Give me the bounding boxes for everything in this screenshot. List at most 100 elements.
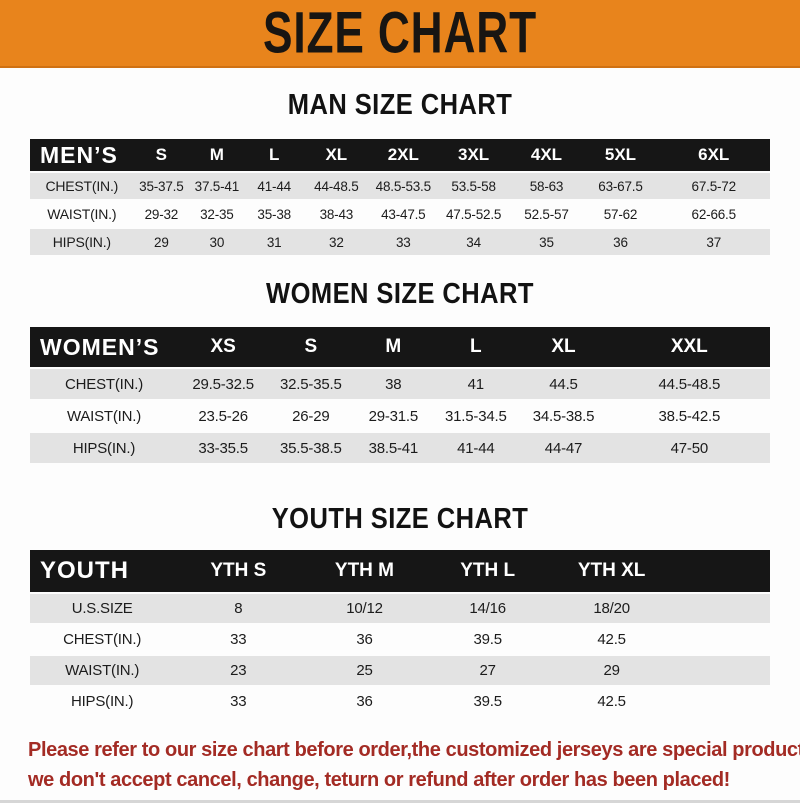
size-value-cell: 53.5-58	[437, 173, 510, 199]
table-row-chest: CHEST(IN.) 33 36 39.5 42.5	[30, 625, 770, 654]
row-label: HIPS(IN.)	[30, 687, 175, 716]
size-value-cell: 31	[244, 229, 304, 255]
spacer-cell	[674, 687, 770, 716]
table-row-chest: CHEST(IN.) 35-37.5 37.5-41 41-44 44-48.5…	[30, 173, 770, 199]
size-value-cell: 29.5-32.5	[178, 369, 269, 399]
disclaimer-note: Please refer to our size chart before or…	[28, 735, 800, 795]
size-column-header: YTH S	[174, 550, 303, 592]
disclaimer-line-1: Please refer to our size chart before or…	[28, 739, 800, 761]
size-value-cell: 29	[548, 656, 675, 685]
size-value-cell: 38-43	[303, 201, 369, 227]
size-value-cell: 18/20	[548, 594, 675, 623]
size-value-cell: 32.5-35.5	[268, 369, 354, 399]
size-value-cell: 41-44	[433, 433, 519, 463]
size-value-cell: 57-62	[583, 201, 658, 227]
size-column-header: 2XL	[368, 139, 438, 171]
size-value-cell: 44.5	[518, 369, 609, 399]
size-column-header: XXL	[608, 327, 770, 367]
row-label: U.S.SIZE	[30, 594, 175, 623]
spacer-cell	[674, 625, 770, 654]
size-value-cell: 35-38	[244, 201, 304, 227]
banner-title: SIZE CHART	[263, 0, 537, 66]
size-value-cell: 30	[189, 229, 245, 255]
womens-table-title: WOMEN’S	[30, 327, 178, 367]
size-value-cell: 41	[433, 369, 519, 399]
table-row-chest: CHEST(IN.) 29.5-32.5 32.5-35.5 38 41 44.…	[30, 369, 770, 399]
size-value-cell: 34	[437, 229, 510, 255]
size-value-cell: 44.5-48.5	[608, 369, 770, 399]
size-value-cell: 29-31.5	[353, 401, 434, 431]
man-size-section: MAN SIZE CHART MEN’S S M L XL 2XL 3XL 4X…	[0, 89, 800, 257]
size-value-cell: 8	[174, 594, 303, 623]
size-value-cell: 14/16	[426, 594, 549, 623]
size-value-cell: 62-66.5	[657, 201, 770, 227]
spacer-cell	[674, 656, 770, 685]
size-value-cell: 27	[426, 656, 549, 685]
size-column-header: XS	[178, 327, 269, 367]
size-value-cell: 67.5-72	[657, 173, 770, 199]
size-column-header: L	[244, 139, 304, 171]
size-value-cell: 34.5-38.5	[518, 401, 609, 431]
table-row-hips: HIPS(IN.) 29 30 31 32 33 34 35 36 37	[30, 229, 770, 255]
size-column-header: S	[268, 327, 354, 367]
size-value-cell: 37.5-41	[189, 173, 245, 199]
row-label: HIPS(IN.)	[30, 433, 178, 463]
row-label: WAIST(IN.)	[30, 656, 175, 685]
women-section-heading: WOMEN SIZE CHART	[266, 278, 534, 310]
size-value-cell: 33	[174, 625, 303, 654]
size-value-cell: 23.5-26	[178, 401, 269, 431]
size-value-cell: 42.5	[548, 625, 675, 654]
size-value-cell: 32-35	[189, 201, 245, 227]
size-column-header: S	[133, 139, 190, 171]
size-value-cell: 37	[657, 229, 770, 255]
table-row-us-size: U.S.SIZE 8 10/12 14/16 18/20	[30, 594, 770, 623]
size-value-cell: 38.5-42.5	[608, 401, 770, 431]
size-value-cell: 58-63	[509, 173, 584, 199]
row-label: WAIST(IN.)	[30, 201, 134, 227]
size-column-header: YTH M	[302, 550, 427, 592]
size-value-cell: 63-67.5	[583, 173, 658, 199]
row-label: CHEST(IN.)	[30, 369, 178, 399]
size-value-cell: 33	[174, 687, 303, 716]
size-value-cell: 38	[353, 369, 434, 399]
mens-table-title: MEN’S	[30, 139, 134, 171]
size-value-cell: 38.5-41	[353, 433, 434, 463]
size-column-header: M	[353, 327, 434, 367]
size-value-cell: 23	[174, 656, 303, 685]
table-row-waist: WAIST(IN.) 23.5-26 26-29 29-31.5 31.5-34…	[30, 401, 770, 431]
youth-size-table: YOUTH YTH S YTH M YTH L YTH XL U.S.SIZE …	[30, 548, 770, 718]
table-row-waist: WAIST(IN.) 29-32 32-35 35-38 38-43 43-47…	[30, 201, 770, 227]
row-label: CHEST(IN.)	[30, 625, 175, 654]
size-value-cell: 29	[133, 229, 190, 255]
disclaimer-line-2: we don't accept cancel, change, teturn o…	[28, 769, 730, 791]
size-column-header: YTH L	[426, 550, 549, 592]
size-value-cell: 31.5-34.5	[433, 401, 519, 431]
size-value-cell: 35-37.5	[133, 173, 190, 199]
size-value-cell: 33	[368, 229, 438, 255]
size-value-cell: 44-47	[518, 433, 609, 463]
size-column-header: YTH XL	[548, 550, 675, 592]
table-row-hips: HIPS(IN.) 33 36 39.5 42.5	[30, 687, 770, 716]
size-column-header: XL	[518, 327, 609, 367]
mens-size-table: MEN’S S M L XL 2XL 3XL 4XL 5XL 6XL CHEST…	[30, 137, 770, 257]
youth-section-heading: YOUTH SIZE CHART	[271, 503, 529, 535]
size-column-header: 4XL	[509, 139, 584, 171]
size-column-header: M	[189, 139, 245, 171]
size-column-header: L	[433, 327, 519, 367]
size-value-cell: 36	[302, 687, 427, 716]
table-row-hips: HIPS(IN.) 33-35.5 35.5-38.5 38.5-41 41-4…	[30, 433, 770, 463]
size-value-cell: 33-35.5	[178, 433, 269, 463]
size-value-cell: 43-47.5	[368, 201, 438, 227]
size-value-cell: 36	[302, 625, 427, 654]
spacer-cell	[674, 594, 770, 623]
youth-size-section: YOUTH SIZE CHART YOUTH YTH S YTH M YTH L…	[0, 503, 800, 718]
size-column-header: 6XL	[657, 139, 770, 171]
size-value-cell: 39.5	[426, 687, 549, 716]
row-label: WAIST(IN.)	[30, 401, 178, 431]
man-section-heading: MAN SIZE CHART	[287, 89, 513, 121]
size-value-cell: 32	[303, 229, 369, 255]
row-label: CHEST(IN.)	[30, 173, 134, 199]
size-column-header: 3XL	[437, 139, 510, 171]
size-value-cell: 29-32	[133, 201, 190, 227]
size-value-cell: 39.5	[426, 625, 549, 654]
